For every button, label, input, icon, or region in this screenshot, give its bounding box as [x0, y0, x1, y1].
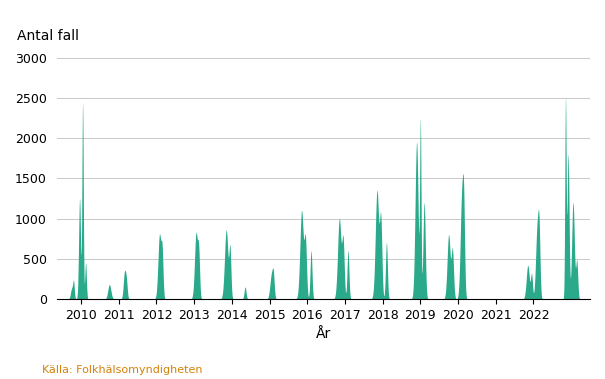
Text: Källa: Folkhälsomyndigheten: Källa: Folkhälsomyndigheten: [42, 365, 203, 375]
Text: Antal fall: Antal fall: [16, 30, 79, 44]
X-axis label: År: År: [316, 327, 331, 341]
